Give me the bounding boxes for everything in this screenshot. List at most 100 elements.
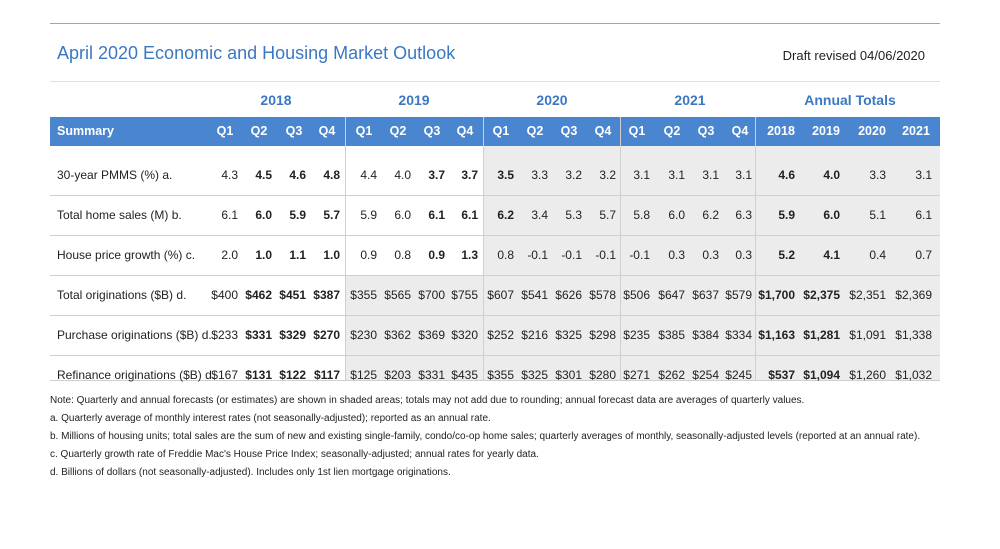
table-cell: 1.3 — [461, 248, 478, 262]
table-cell: 3.7 — [428, 168, 445, 182]
table-cell: 0.8 — [394, 248, 411, 262]
annual-year-header: 2021 — [902, 124, 930, 138]
table-cell: $252 — [487, 328, 514, 342]
quarter-header: Q4 — [318, 124, 336, 138]
table-cell: $451 — [279, 288, 306, 302]
table-cell: $334 — [725, 328, 752, 342]
table-cell: $331 — [418, 368, 445, 382]
footnote-general: Note: Quarterly and annual forecasts (or… — [50, 395, 805, 406]
table-cell: 3.3 — [531, 168, 548, 182]
table-cell: 3.1 — [668, 168, 685, 182]
annual-cell: $1,700 — [758, 288, 795, 302]
table-cell: $369 — [418, 328, 445, 342]
table-cell: $700 — [418, 288, 445, 302]
row-divider — [50, 315, 940, 316]
table-cell: $254 — [692, 368, 719, 382]
column-group-divider — [345, 117, 346, 380]
table-cell: $230 — [350, 328, 377, 342]
table-cell: 0.3 — [702, 248, 719, 262]
annual-totals-header: Annual Totals — [804, 92, 896, 108]
annual-shade-2018 — [755, 146, 803, 380]
table-cell: $270 — [313, 328, 340, 342]
quarter-header: Q1 — [492, 124, 510, 138]
quarter-header: Q2 — [389, 124, 407, 138]
year-header-2020: 2020 — [536, 92, 568, 108]
table-cell: -0.1 — [561, 248, 582, 262]
row-label: House price growth (%) c. — [57, 248, 196, 262]
summary-header: Summary — [57, 124, 114, 138]
table-cell: 0.9 — [360, 248, 377, 262]
table-cell: 4.5 — [255, 168, 272, 182]
annual-cell: 6.0 — [823, 208, 840, 222]
table-cell: 0.8 — [497, 248, 514, 262]
table-cell: $626 — [555, 288, 582, 302]
quarter-header: Q4 — [594, 124, 612, 138]
row-divider — [50, 355, 940, 356]
draft-date: Draft revised 04/06/2020 — [782, 48, 925, 63]
table-cell: 0.3 — [668, 248, 685, 262]
table-cell: 5.8 — [633, 208, 650, 222]
quarter-header: Q2 — [250, 124, 268, 138]
table-cell: 1.1 — [289, 248, 306, 262]
table-cell: 6.0 — [394, 208, 411, 222]
table-cell: 5.9 — [360, 208, 377, 222]
table-cell: 0.9 — [428, 248, 445, 262]
table-cell: 1.0 — [323, 248, 340, 262]
table-cell: $233 — [211, 328, 238, 342]
table-cell: -0.1 — [629, 248, 650, 262]
quarter-header: Q3 — [560, 124, 578, 138]
table-cell: $271 — [623, 368, 650, 382]
table-cell: $131 — [245, 368, 272, 382]
annual-cell: 5.2 — [778, 248, 795, 262]
quarter-header: Q3 — [423, 124, 441, 138]
table-cell: $541 — [521, 288, 548, 302]
row-divider — [50, 380, 940, 381]
table-cell: 5.9 — [289, 208, 306, 222]
table-cell: $320 — [451, 328, 478, 342]
table-cell: $325 — [521, 368, 548, 382]
annual-cell: $2,369 — [895, 288, 932, 302]
table-cell: 3.2 — [599, 168, 616, 182]
annual-cell: 0.4 — [869, 248, 886, 262]
table-header-bar — [50, 117, 940, 146]
table-cell: $245 — [725, 368, 752, 382]
table-cell: $384 — [692, 328, 719, 342]
table-cell: 4.6 — [289, 168, 306, 182]
table-cell: $331 — [245, 328, 272, 342]
quarter-header: Q2 — [526, 124, 544, 138]
table-cell: 6.1 — [221, 208, 238, 222]
table-cell: 6.2 — [702, 208, 719, 222]
table-cell: 1.0 — [255, 248, 272, 262]
annual-cell: $1,163 — [758, 328, 795, 342]
table-cell: $355 — [350, 288, 377, 302]
quarter-header: Q3 — [285, 124, 303, 138]
table-cell: $385 — [658, 328, 685, 342]
table-cell: 5.7 — [599, 208, 616, 222]
table-cell: $235 — [623, 328, 650, 342]
annual-cell: 0.7 — [915, 248, 932, 262]
row-divider — [50, 275, 940, 276]
annual-year-header: 2019 — [812, 124, 840, 138]
table-cell: 3.7 — [461, 168, 478, 182]
row-label: Refinance originations ($B) d. — [57, 368, 216, 382]
table-cell: $579 — [725, 288, 752, 302]
row-label: Total originations ($B) d. — [57, 288, 187, 302]
top-divider — [50, 23, 940, 24]
quarter-header: Q4 — [456, 124, 474, 138]
table-cell: 3.4 — [531, 208, 548, 222]
table-cell: $262 — [658, 368, 685, 382]
annual-cell: $1,032 — [895, 368, 932, 382]
quarter-header: Q2 — [663, 124, 681, 138]
column-group-divider — [620, 117, 621, 380]
page-title: April 2020 Economic and Housing Market O… — [57, 43, 456, 63]
quarter-header: Q1 — [355, 124, 373, 138]
table-cell: $301 — [555, 368, 582, 382]
annual-cell: 3.1 — [915, 168, 932, 182]
table-cell: 5.3 — [565, 208, 582, 222]
table-cell: $637 — [692, 288, 719, 302]
table-cell: 4.3 — [221, 168, 238, 182]
row-divider — [50, 235, 940, 236]
table-cell: $298 — [589, 328, 616, 342]
table-cell: $167 — [211, 368, 238, 382]
annual-cell: 4.6 — [778, 168, 795, 182]
